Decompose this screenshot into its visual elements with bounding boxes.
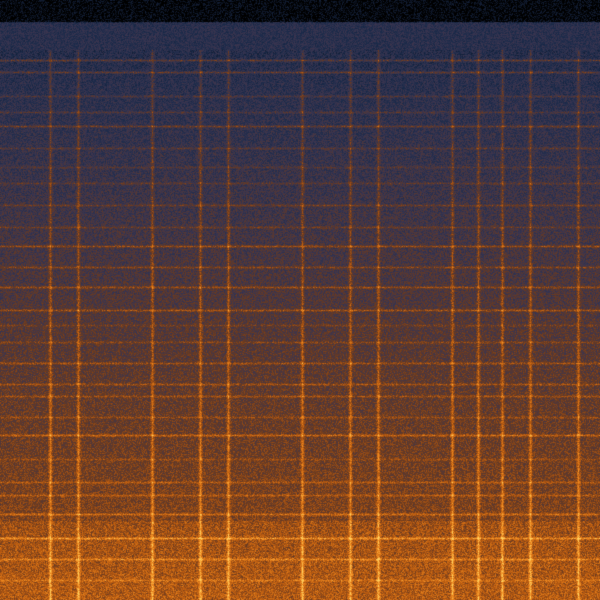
spectrogram-canvas — [0, 0, 600, 600]
spectrogram-image — [0, 0, 600, 600]
